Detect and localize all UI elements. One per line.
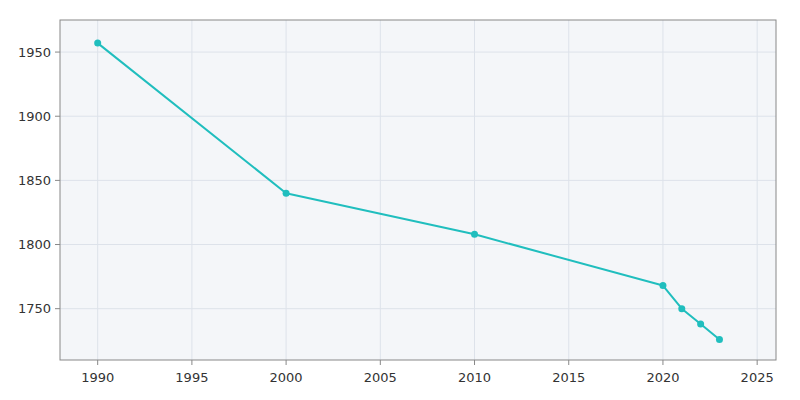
x-tick — [380, 360, 381, 365]
point — [283, 190, 290, 197]
point — [659, 282, 666, 289]
y-tick-label: 1900 — [18, 109, 51, 124]
x-tick — [474, 360, 475, 365]
grid — [60, 20, 776, 360]
point — [678, 305, 685, 312]
x-tick-label: 2010 — [458, 370, 491, 385]
plot-frame — [60, 20, 776, 360]
plot-background — [60, 20, 776, 360]
x-tick — [191, 360, 192, 365]
axes: 1990 1995 2000 2005 2010 2015 2020 2025 1750 1800… — [18, 20, 776, 385]
y-tick — [55, 180, 60, 181]
y-tick-label: 1950 — [18, 45, 51, 60]
y-tick — [55, 308, 60, 309]
x-tick-label: 2000 — [270, 370, 303, 385]
x-tick — [662, 360, 663, 365]
data — [94, 40, 723, 343]
line — [98, 43, 720, 339]
y-grid-line — [60, 52, 776, 53]
x-tick — [286, 360, 287, 365]
y-grid-line — [60, 116, 776, 117]
point — [697, 321, 704, 328]
point — [716, 336, 723, 343]
y-tick — [55, 52, 60, 53]
y-tick — [55, 116, 60, 117]
x-tick-label: 2005 — [364, 370, 397, 385]
x-tick-label: 1995 — [175, 370, 208, 385]
y-tick — [55, 244, 60, 245]
point — [471, 231, 478, 238]
x-tick — [757, 360, 758, 365]
x-tick-label: 2015 — [552, 370, 585, 385]
y-grid-line — [60, 244, 776, 245]
x-tick — [97, 360, 98, 365]
y-tick-label: 1750 — [18, 301, 51, 316]
x-tick-label: 1990 — [81, 370, 114, 385]
x-tick — [568, 360, 569, 365]
x-tick-label: 2025 — [741, 370, 774, 385]
y-grid-line — [60, 308, 776, 309]
chart: 1990 1995 2000 2005 2010 2015 2020 2025 1750 1800… — [0, 0, 800, 400]
y-tick-label: 1850 — [18, 173, 51, 188]
point — [94, 40, 101, 47]
y-grid-line — [60, 180, 776, 181]
x-tick-label: 2020 — [646, 370, 679, 385]
y-tick-label: 1800 — [18, 237, 51, 252]
